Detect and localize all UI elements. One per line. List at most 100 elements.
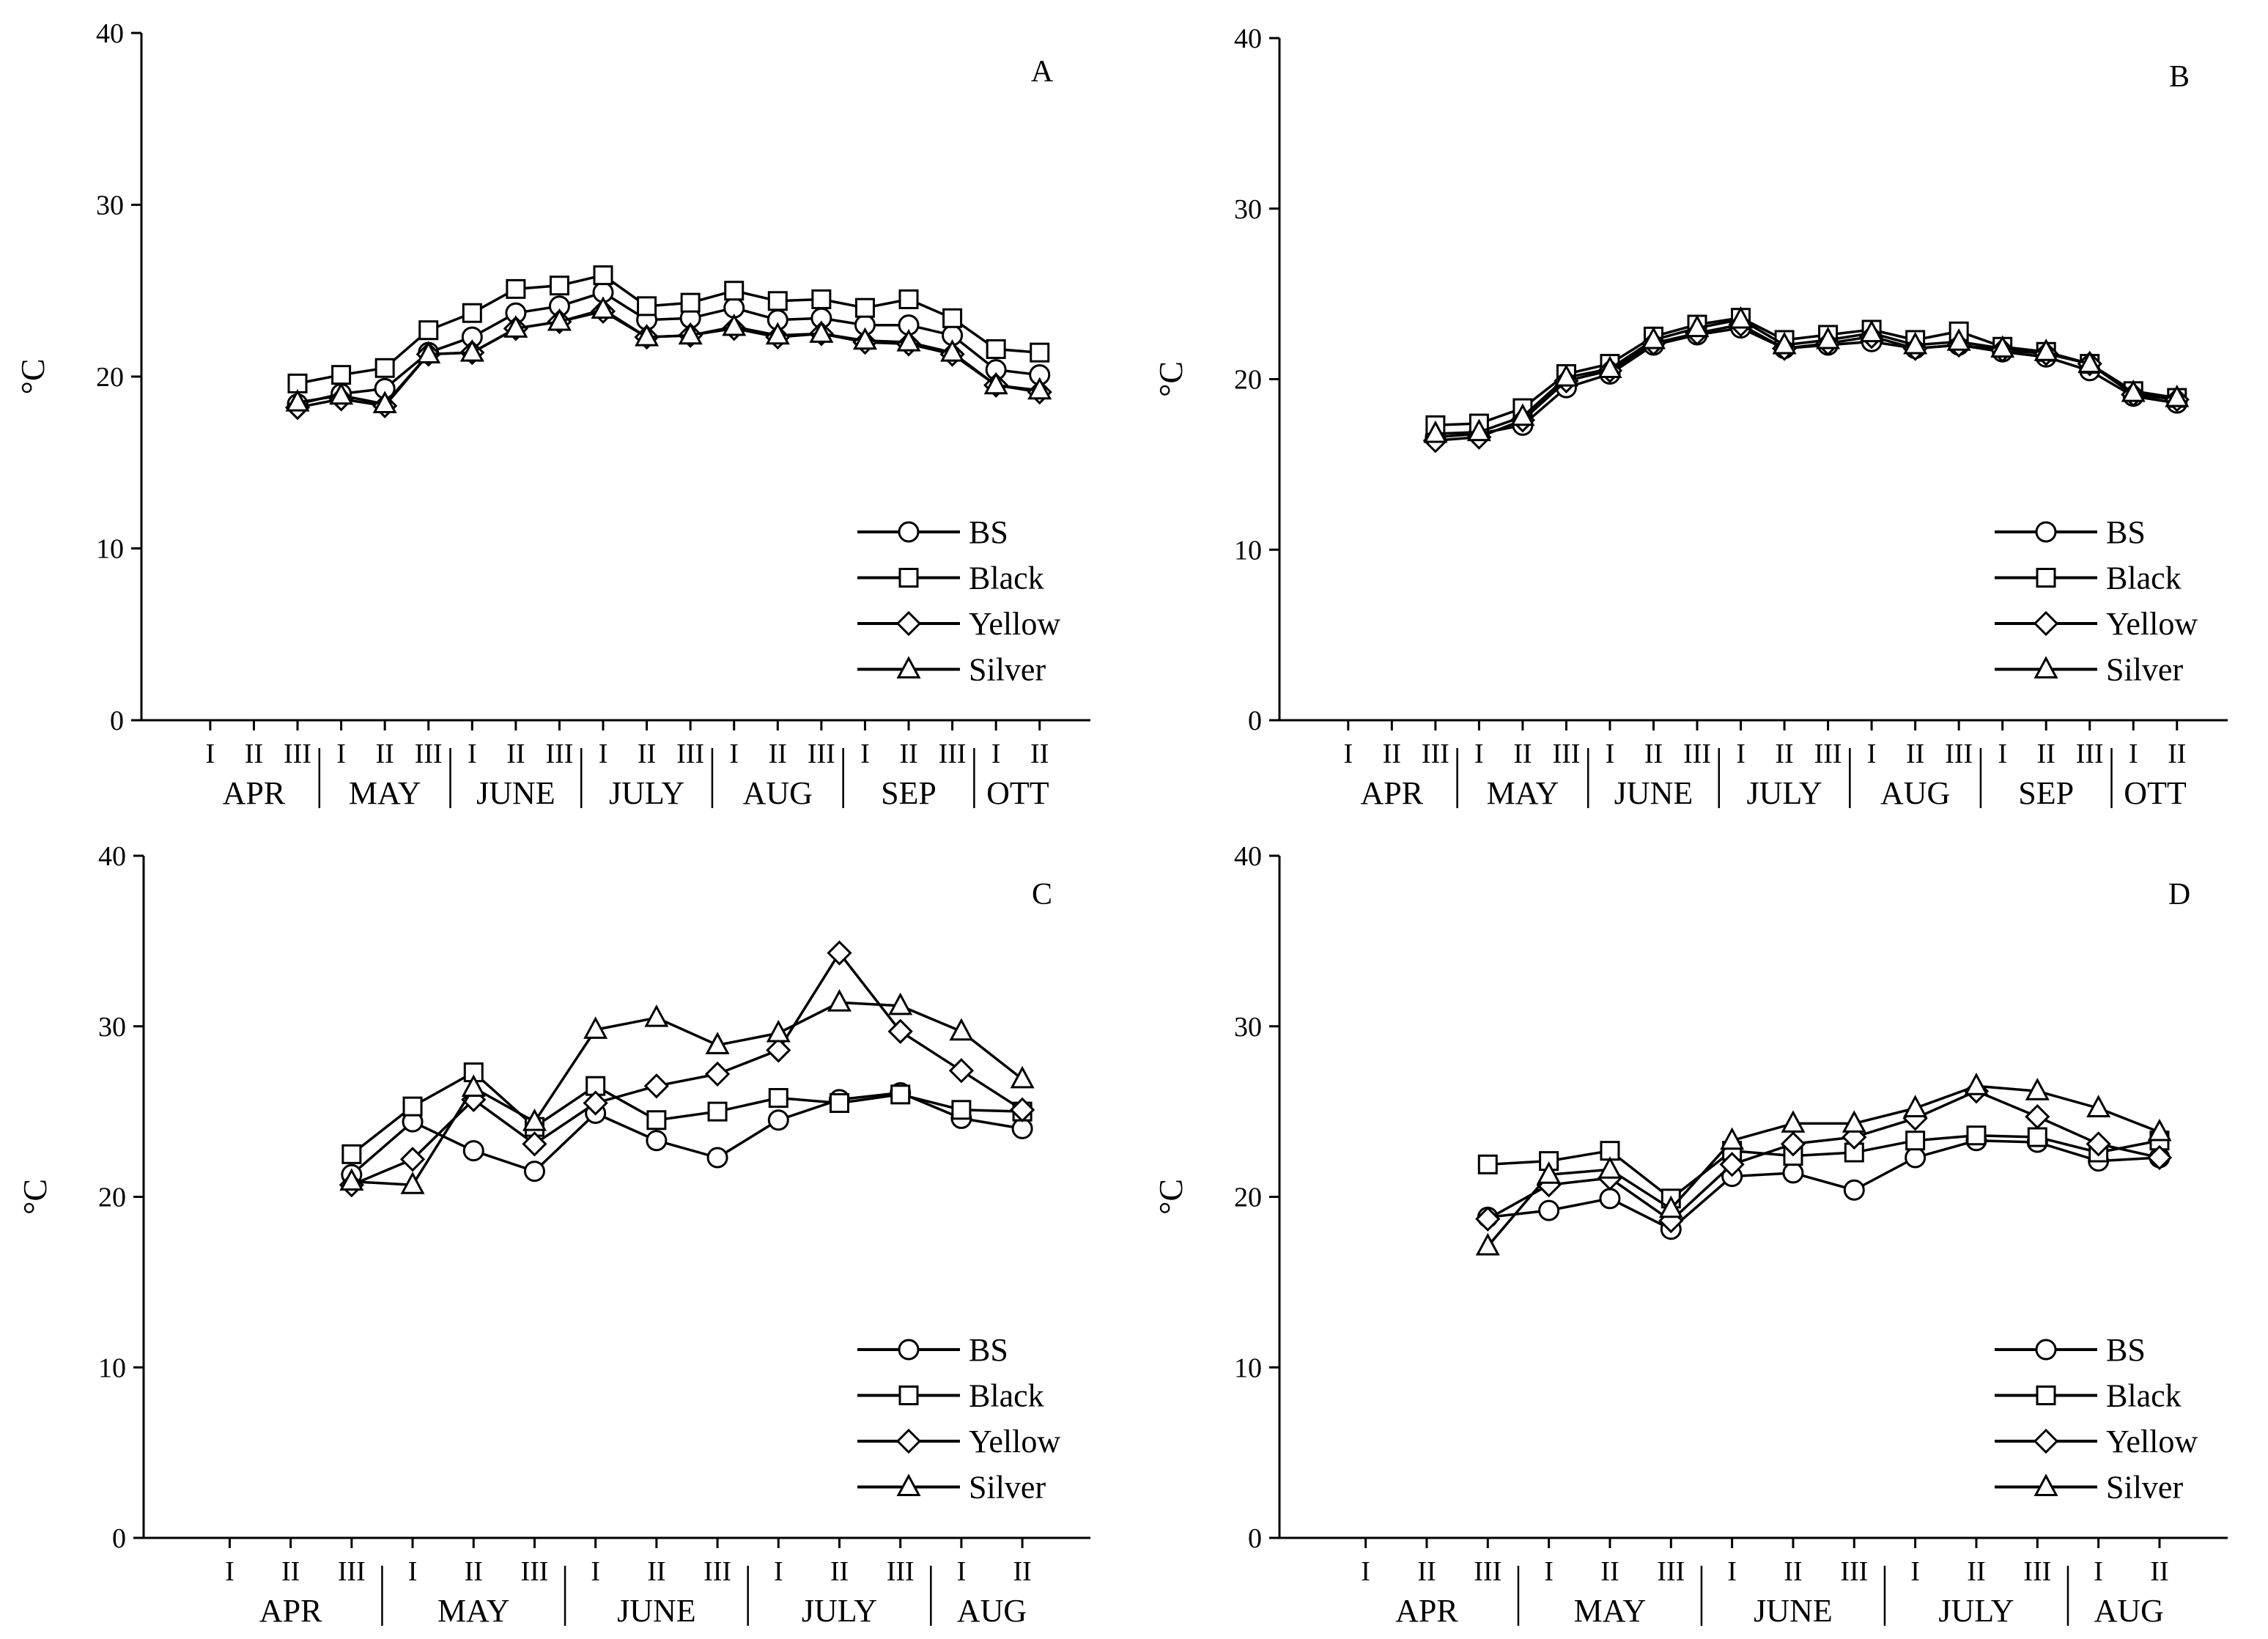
data-point (503, 315, 528, 338)
x-tick-label: III (1657, 1556, 1685, 1587)
x-tick-label: I (1736, 739, 1746, 769)
x-tick-label: II (830, 1556, 849, 1587)
x-tick-label: I (408, 1556, 418, 1587)
y-axis-label: °C (1152, 1179, 1189, 1215)
x-tick-label: III (703, 1556, 731, 1587)
data-point (1964, 1073, 1989, 1095)
data-point (1781, 1110, 1806, 1133)
data-point (1816, 326, 1841, 349)
data-point (1905, 1147, 1927, 1169)
month-label: MAY (349, 775, 421, 811)
y-tick-label: 10 (98, 1353, 126, 1383)
month-label: AUG (2094, 1593, 2164, 1629)
month-label: SEP (2018, 775, 2074, 811)
data-point (506, 278, 526, 299)
month-label: MAY (1574, 1593, 1647, 1629)
legend-label: BS (969, 514, 1008, 550)
x-tick-label: I (1998, 739, 2007, 769)
series-silver (339, 989, 1035, 1194)
x-tick-label: I (1474, 739, 1484, 769)
data-point (1772, 331, 1797, 355)
y-axis-label: °C (14, 358, 51, 394)
x-tick-label: III (520, 1556, 548, 1587)
y-tick-label: 10 (1234, 1353, 1262, 1383)
x-tick-label: III (2023, 1556, 2051, 1587)
data-point (1510, 403, 1535, 426)
series-silver (285, 296, 1052, 414)
x-tick-label: I (1727, 1556, 1737, 1587)
legend: BS Black Yellow Silver (857, 1332, 1060, 1506)
month-label: JUNE (1754, 1593, 1833, 1629)
data-point (829, 1092, 849, 1113)
data-point (1475, 1206, 1501, 1232)
data-point (1477, 1154, 1498, 1174)
series-black (341, 1062, 1033, 1164)
data-point (1597, 355, 1622, 379)
data-point (402, 1096, 423, 1117)
legend-marker (896, 1473, 921, 1496)
data-point (399, 1147, 426, 1172)
data-point (1641, 326, 1666, 349)
month-label: MAY (1487, 775, 1559, 811)
data-point (1597, 1156, 1622, 1179)
data-point (1423, 420, 1448, 443)
x-tick-label: III (338, 1556, 366, 1587)
series-bs (287, 281, 1051, 415)
data-point (1859, 319, 1884, 343)
data-point (951, 1100, 972, 1120)
x-tick-label: III (415, 739, 443, 769)
data-point (1990, 335, 2015, 358)
legend: BS Black Yellow Silver (1995, 1332, 2198, 1506)
y-tick-label: 20 (1234, 1183, 1262, 1213)
data-point (2077, 350, 2102, 374)
series-line (1488, 1133, 2160, 1200)
legend-label: Yellow (2106, 606, 2198, 642)
series-black (287, 265, 1050, 393)
x-tick-label: II (638, 739, 656, 769)
y-tick-label: 20 (98, 1183, 126, 1213)
data-point (949, 1018, 974, 1041)
data-point (680, 292, 701, 313)
legend-marker (895, 610, 922, 637)
data-point (341, 1144, 362, 1164)
data-point (1554, 364, 1578, 387)
series-line (1435, 326, 2178, 439)
x-tick-label: III (1422, 739, 1449, 769)
panel-label: C (1032, 878, 1052, 911)
month-label: JULY (609, 775, 684, 811)
legend-label: BS (969, 1332, 1008, 1368)
y-tick-label: 10 (1234, 535, 1262, 566)
y-tick-label: 0 (1248, 706, 1262, 736)
legend-marker (2036, 568, 2056, 588)
legend-marker (895, 1428, 922, 1454)
data-point (766, 1019, 791, 1043)
series-yellow (1422, 311, 2190, 454)
data-point (888, 992, 913, 1015)
legend: BS Black Yellow Silver (1995, 514, 2198, 688)
legend-label: BS (2106, 514, 2146, 550)
data-point (765, 322, 790, 345)
legend-marker (896, 656, 921, 678)
x-tick-label: II (506, 739, 525, 769)
month-label: JULY (1746, 775, 1822, 811)
panel-label: D (2168, 878, 2190, 911)
data-point (522, 1108, 547, 1131)
data-point (768, 1088, 788, 1109)
legend-marker (2033, 610, 2059, 637)
x-tick-label: I (336, 739, 346, 769)
x-tick-label: I (1867, 739, 1877, 769)
series-bs (1477, 1130, 2171, 1240)
data-point (2121, 379, 2146, 402)
month-label: JUNE (617, 1593, 696, 1629)
x-tick-label: II (2168, 739, 2186, 769)
month-label: JULY (802, 1593, 877, 1629)
legend-label: Yellow (969, 1424, 1060, 1459)
data-point (285, 389, 310, 412)
data-point (1475, 1232, 1500, 1256)
x-tick-label: II (1784, 1556, 1802, 1587)
data-point (1905, 1131, 1926, 1151)
